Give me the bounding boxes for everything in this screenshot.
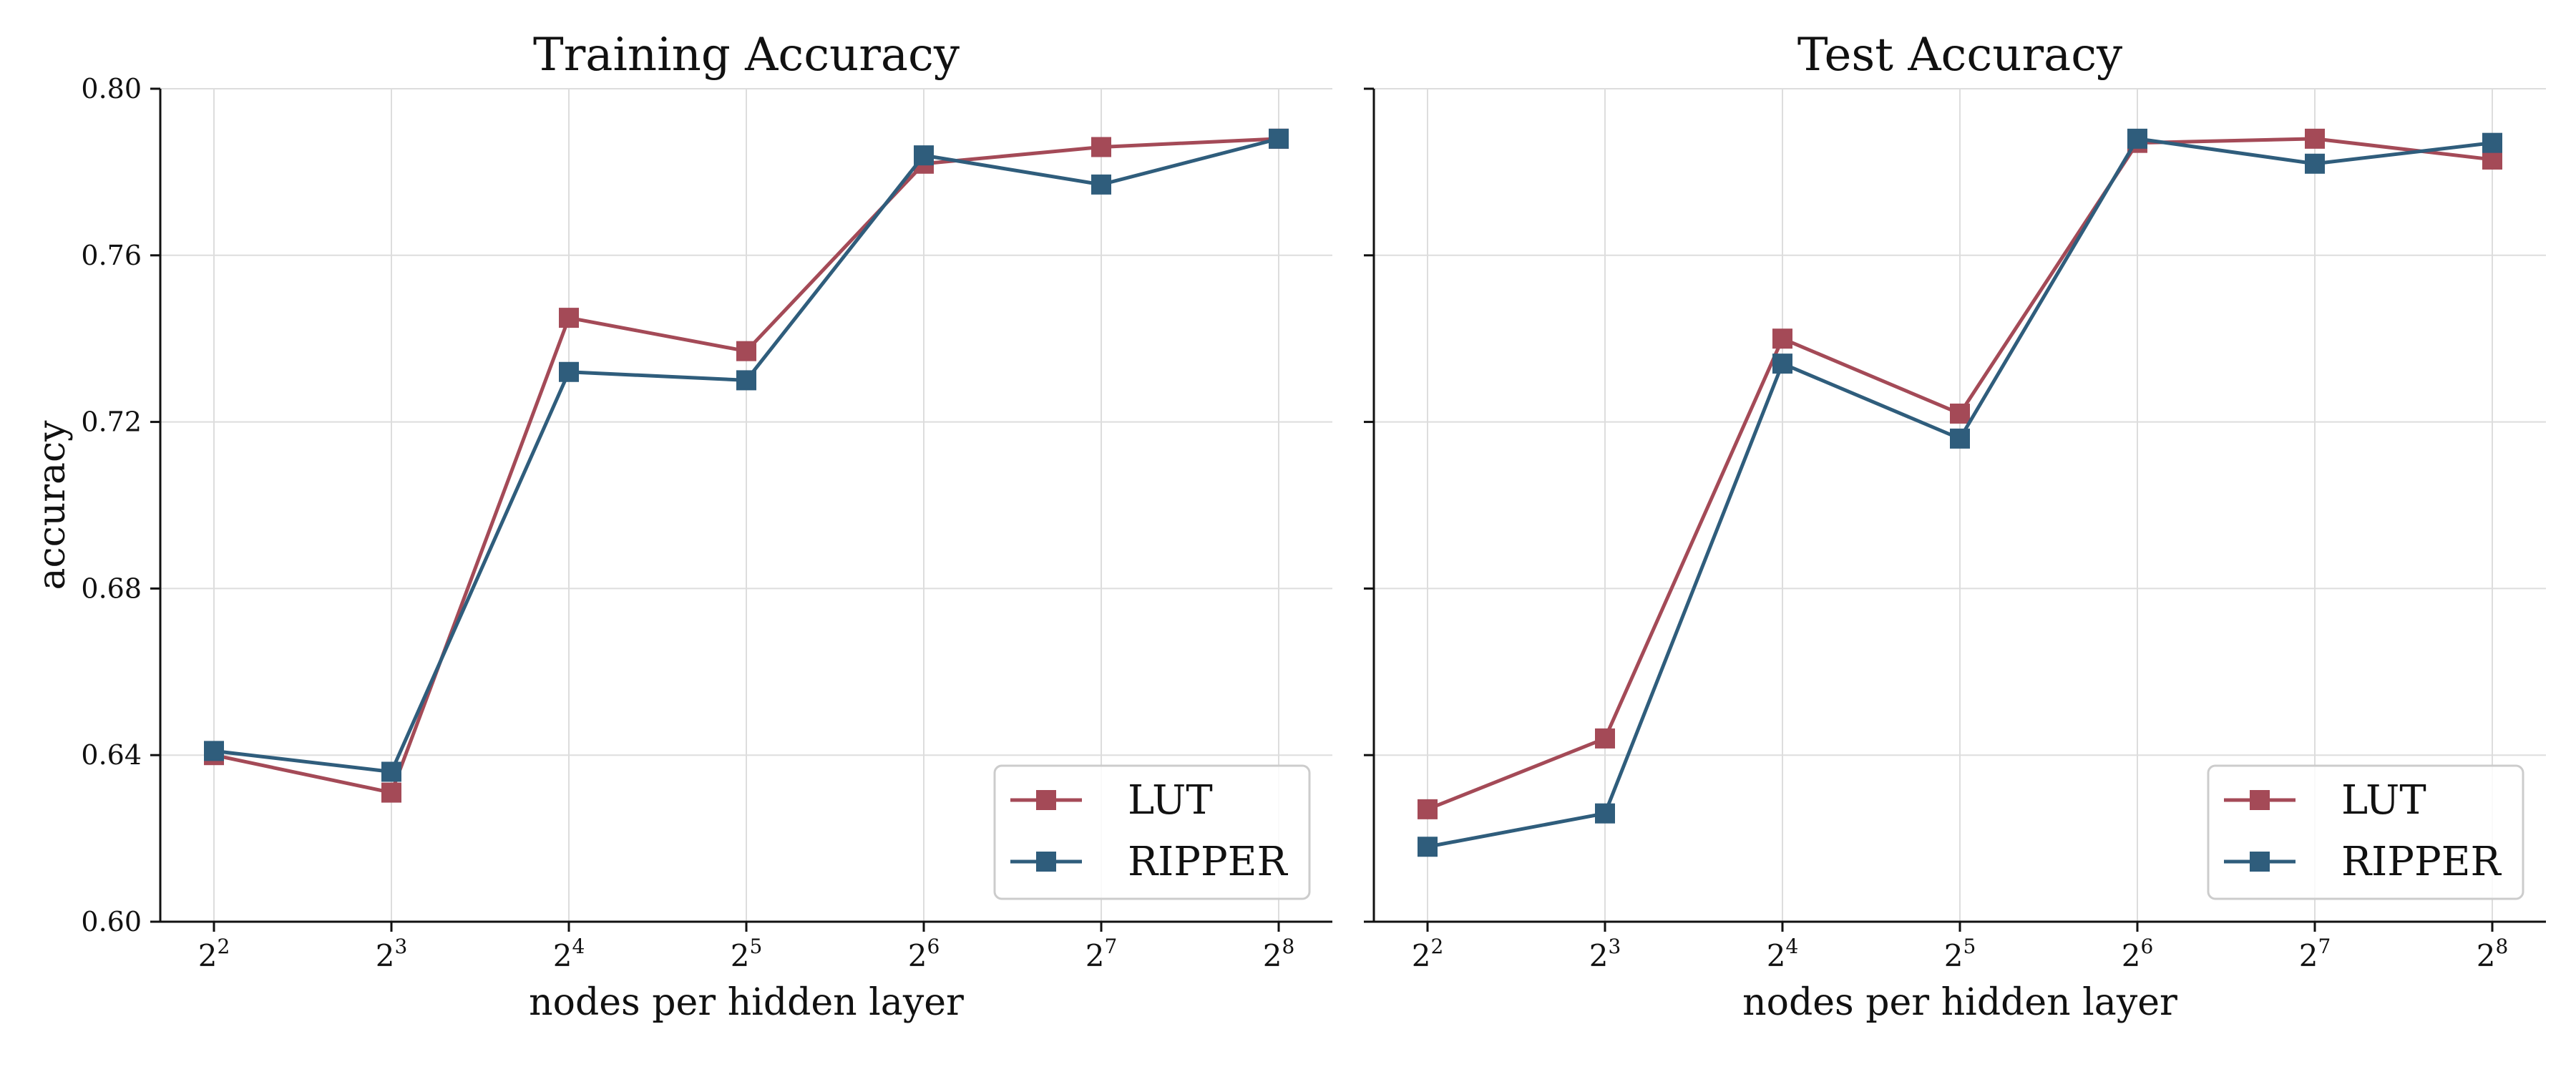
y-axis-label: accuracy: [31, 420, 74, 590]
y-tick-label: 0.72: [81, 406, 142, 438]
series-ripper: [204, 128, 1289, 782]
chart-panel-1: 0.60 0.64 0.68 0.72 0.76 0.80 22 23 24 25 26 27 28 Tr…: [31, 29, 1332, 1024]
y-tick-label: 0.60: [81, 906, 142, 937]
y-tick-label: 0.76: [81, 240, 142, 271]
data-point: [1418, 799, 1438, 819]
x-tick-label: 27: [1085, 935, 1118, 973]
chart-title: Test Accuracy: [1797, 29, 2122, 82]
x-axis-label: nodes per hidden layer: [1742, 981, 2177, 1024]
legend-item-lut: LUT: [2224, 777, 2426, 824]
legend-marker: [2250, 852, 2270, 872]
y-tick-label: 0.80: [81, 73, 142, 104]
data-point: [559, 361, 579, 382]
legend-label: LUT: [2341, 777, 2426, 824]
data-point: [736, 341, 756, 361]
legend-item-ripper: RIPPER: [2224, 839, 2502, 885]
x-tick-label: 25: [1944, 935, 1976, 973]
data-point: [1418, 837, 1438, 857]
legend-item-ripper: RIPPER: [1010, 839, 1289, 885]
legend-label: LUT: [1128, 777, 1213, 824]
data-point: [1595, 803, 1615, 824]
x-tick-label: 28: [1263, 935, 1295, 973]
data-point: [1269, 128, 1289, 149]
data-point: [1772, 328, 1792, 349]
x-tick-label: 22: [1412, 935, 1444, 973]
data-point: [381, 782, 401, 803]
legend-item-lut: LUT: [1010, 777, 1213, 824]
data-point: [381, 761, 401, 782]
x-tick-label: 25: [731, 935, 763, 973]
x-axis-label: nodes per hidden layer: [529, 981, 964, 1024]
x-tick-label: 24: [553, 935, 585, 973]
legend: LUT RIPPER: [993, 764, 1311, 900]
y-tick-label: 0.68: [81, 572, 142, 604]
data-point: [1950, 403, 1970, 424]
x-tick-label: 23: [376, 935, 408, 973]
legend-label: RIPPER: [1128, 839, 1289, 885]
data-point: [736, 370, 756, 391]
y-tick-label: 0.64: [81, 739, 142, 771]
x-tick-label: 24: [1767, 935, 1799, 973]
data-point: [204, 741, 224, 761]
data-point: [2482, 132, 2502, 153]
legend-marker: [1036, 790, 1056, 810]
series-ripper: [1418, 128, 2502, 857]
x-tick-label: 22: [198, 935, 230, 973]
data-point: [1091, 174, 1111, 195]
legend-marker: [2250, 790, 2270, 810]
x-tick-label: 28: [2477, 935, 2509, 973]
chart-panel-2: 22 23 24 25 26 27 28 Test Accuracy nodes per hid…: [1364, 29, 2546, 1024]
x-tick-label: 26: [2122, 935, 2154, 973]
data-point: [2305, 153, 2325, 174]
legend: LUT RIPPER: [2207, 764, 2524, 900]
x-tick-label: 26: [908, 935, 940, 973]
data-point: [1091, 137, 1111, 157]
data-point: [1595, 728, 1615, 749]
legend-marker: [1036, 852, 1056, 872]
data-point: [914, 145, 934, 166]
chart-title: Training Accuracy: [533, 29, 960, 82]
legend-label: RIPPER: [2341, 839, 2502, 885]
data-point: [2127, 128, 2147, 149]
data-point: [2305, 128, 2325, 149]
data-point: [559, 308, 579, 328]
data-point: [1772, 354, 1792, 374]
x-tick-label: 23: [1589, 935, 1621, 973]
x-tick-label: 27: [2299, 935, 2331, 973]
data-point: [1950, 428, 1970, 449]
